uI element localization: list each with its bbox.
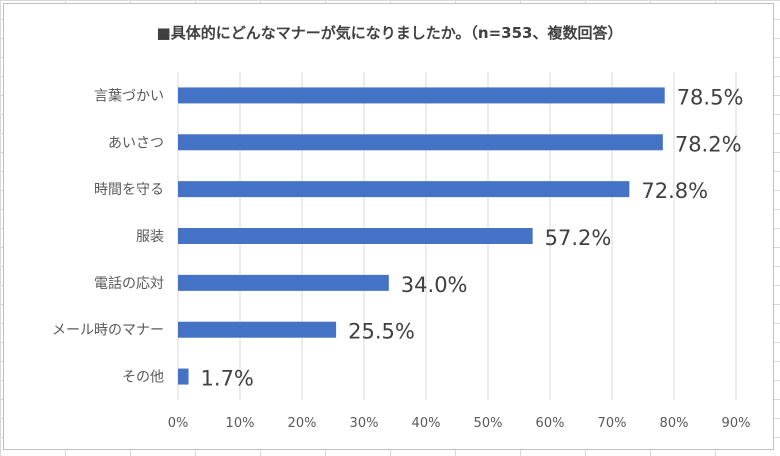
x-tick-label: 30% — [350, 416, 379, 431]
x-tick-label: 20% — [288, 416, 317, 431]
category-label: あいさつ — [108, 135, 164, 151]
x-tick-label: 80% — [660, 416, 689, 431]
x-tick-label: 70% — [598, 416, 627, 431]
category-label: 時間を守る — [94, 182, 164, 198]
category-label: 電話の応対 — [94, 275, 164, 292]
bar-chart-plot: 0% 10% 20% 30% 40% 50% 60% 70% 80% 90% 言葉づかい 78.5% あ… — [52, 72, 751, 431]
x-tick-label: 0% — [168, 416, 189, 431]
data-label: 34.0% — [401, 273, 468, 297]
category-label: その他 — [122, 370, 164, 386]
bar — [178, 368, 189, 385]
category-label: 言葉づかい — [94, 88, 164, 104]
x-tick-label: 60% — [536, 416, 565, 431]
bar — [178, 87, 665, 104]
bar — [178, 274, 389, 291]
data-label: 25.5% — [348, 320, 415, 344]
category-label: メール時のマナー — [52, 323, 164, 339]
bar — [178, 228, 533, 244]
data-label: 72.8% — [641, 179, 708, 203]
x-tick-label: 50% — [474, 416, 503, 431]
x-tick-label: 40% — [412, 416, 441, 431]
data-label: 1.7% — [201, 367, 254, 391]
bar — [178, 321, 337, 338]
data-label: 78.2% — [675, 132, 742, 156]
bar — [178, 134, 663, 151]
data-label: 57.2% — [545, 226, 612, 250]
x-tick-label: 90% — [722, 416, 751, 431]
category-label: 服装 — [136, 229, 164, 245]
data-label: 78.5% — [677, 85, 744, 109]
chart-title: ■具体的にどんなマナーが気になりましたか。（n=353、複数回答） — [156, 24, 623, 42]
x-tick-label: 10% — [226, 416, 255, 431]
bar — [178, 181, 630, 198]
chart-area[interactable]: ■具体的にどんなマナーが気になりましたか。（n=353、複数回答） 0% 10% 2… — [3, 3, 774, 450]
